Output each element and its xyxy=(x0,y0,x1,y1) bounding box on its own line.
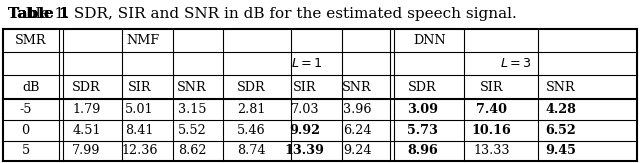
Text: 9.45: 9.45 xyxy=(545,144,576,157)
Text: 5.73: 5.73 xyxy=(407,124,438,137)
Text: 7.40: 7.40 xyxy=(476,103,507,116)
Text: 3.96: 3.96 xyxy=(343,103,371,116)
Text: Table 1: Table 1 xyxy=(8,7,69,21)
Text: NMF: NMF xyxy=(126,34,159,47)
Text: 4.28: 4.28 xyxy=(545,103,576,116)
Text: SIR: SIR xyxy=(480,81,503,94)
Text: 13.39: 13.39 xyxy=(285,144,324,157)
Text: 6.52: 6.52 xyxy=(545,124,576,137)
Text: 4.51: 4.51 xyxy=(72,124,100,137)
Text: 6.24: 6.24 xyxy=(343,124,371,137)
Text: 2.81: 2.81 xyxy=(237,103,266,116)
Text: 9.92: 9.92 xyxy=(289,124,320,137)
Text: SDR: SDR xyxy=(72,81,100,94)
Text: 12.36: 12.36 xyxy=(121,144,158,157)
Text: 5.52: 5.52 xyxy=(178,124,206,137)
Text: DNN: DNN xyxy=(413,34,446,47)
Text: 8.41: 8.41 xyxy=(125,124,154,137)
Text: 5.01: 5.01 xyxy=(125,103,154,116)
Text: 5.46: 5.46 xyxy=(237,124,266,137)
Text: SIR: SIR xyxy=(128,81,151,94)
Text: 8.62: 8.62 xyxy=(178,144,206,157)
Text: $L = 1$: $L = 1$ xyxy=(291,57,323,70)
Text: 3.15: 3.15 xyxy=(178,103,206,116)
Text: SDR: SDR xyxy=(408,81,436,94)
Text: dB: dB xyxy=(22,81,40,94)
Text: 13.33: 13.33 xyxy=(473,144,510,157)
Text: -5: -5 xyxy=(19,103,32,116)
Text: 8.96: 8.96 xyxy=(407,144,438,157)
Text: SNR: SNR xyxy=(177,81,207,94)
Text: 1.79: 1.79 xyxy=(72,103,100,116)
Text: 10.16: 10.16 xyxy=(472,124,511,137)
Text: $L = 3$: $L = 3$ xyxy=(500,57,531,70)
Text: 7.03: 7.03 xyxy=(291,103,319,116)
Text: 7.99: 7.99 xyxy=(72,144,100,157)
Text: Table 1: Table 1 xyxy=(8,7,69,21)
Text: SDR: SDR xyxy=(237,81,266,94)
Text: SNR: SNR xyxy=(546,81,575,94)
Text: 9.24: 9.24 xyxy=(343,144,371,157)
Text: 3.09: 3.09 xyxy=(407,103,438,116)
Text: SMR: SMR xyxy=(15,34,47,47)
Text: 5: 5 xyxy=(22,144,29,157)
Text: 0: 0 xyxy=(22,124,29,137)
Text: SNR: SNR xyxy=(342,81,372,94)
Text: 8.74: 8.74 xyxy=(237,144,266,157)
Text: Table 1. SDR, SIR and SNR in dB for the estimated speech signal.: Table 1. SDR, SIR and SNR in dB for the … xyxy=(8,7,516,21)
Text: SIR: SIR xyxy=(293,81,316,94)
